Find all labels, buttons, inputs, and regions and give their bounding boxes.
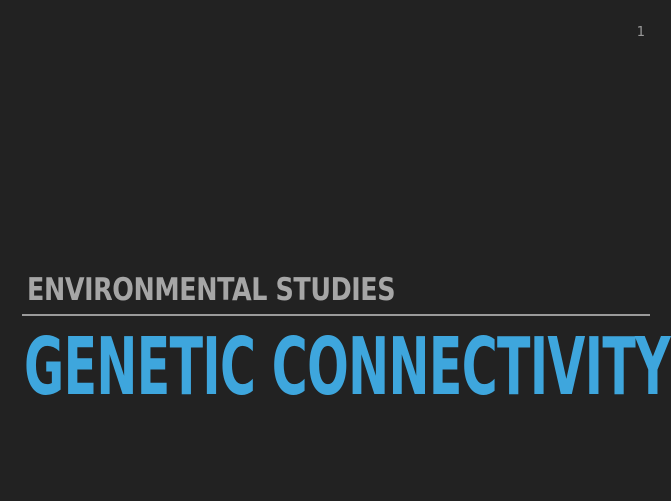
slide-title: GENETIC CONNECTIVITY <box>24 321 671 413</box>
title-divider <box>22 314 650 316</box>
slide-subtitle: ENVIRONMENTAL STUDIES <box>27 272 396 308</box>
slide-number: 1 <box>636 25 645 40</box>
